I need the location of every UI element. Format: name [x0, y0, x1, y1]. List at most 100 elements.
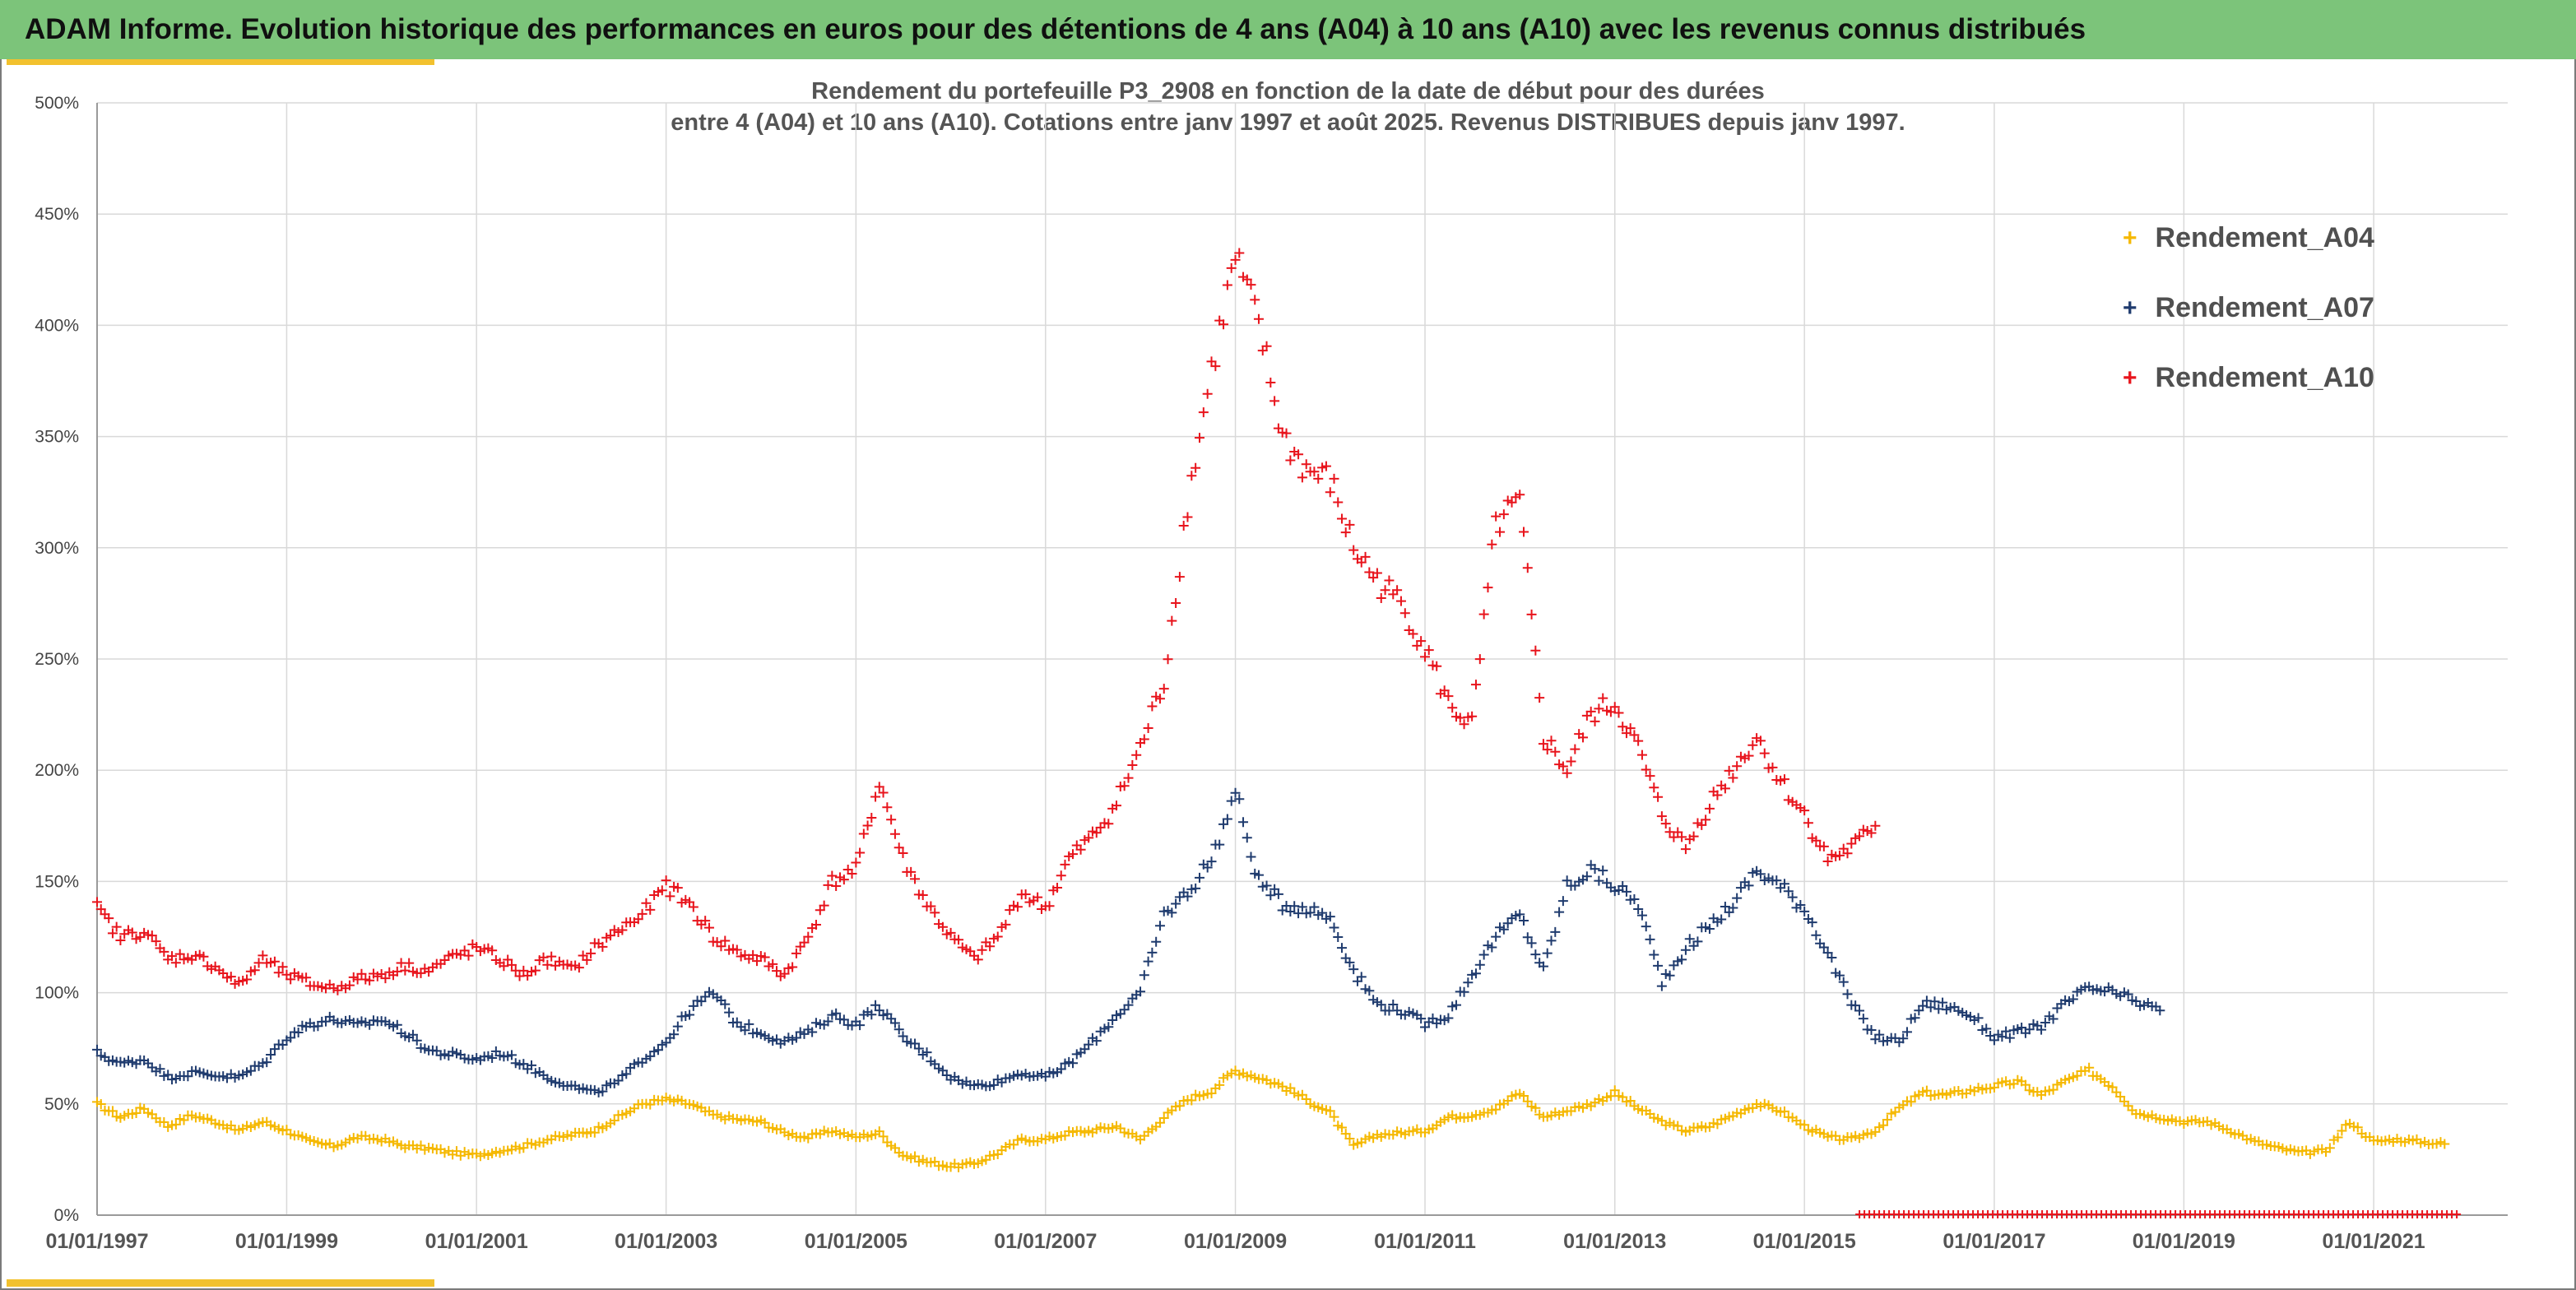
- data-point: [898, 1031, 908, 1042]
- data-point: [1557, 761, 1568, 772]
- data-point: [1495, 527, 1506, 537]
- data-point: [1771, 875, 1782, 886]
- data-point: [1692, 936, 1703, 947]
- data-point: [1344, 957, 1355, 968]
- data-point: [1191, 883, 1201, 893]
- data-point: [1218, 819, 1229, 829]
- data-point: [2001, 1026, 2012, 1037]
- data-point: [1182, 512, 1193, 522]
- data-point: [1084, 833, 1094, 843]
- data-point: [1818, 942, 1829, 953]
- data-point: [1336, 943, 1347, 954]
- data-point: [870, 791, 881, 802]
- data-point: [1641, 764, 1651, 775]
- data-point: [1060, 859, 1070, 870]
- data-point: [1234, 794, 1245, 805]
- data-point: [301, 972, 312, 983]
- data-point: [1333, 932, 1344, 942]
- data-point: [174, 949, 185, 959]
- data-point: [538, 952, 549, 963]
- x-tick-label: 01/01/2011: [1374, 1230, 1476, 1253]
- data-point: [1526, 938, 1537, 949]
- data-point: [597, 941, 608, 952]
- data-point: [1467, 711, 1478, 722]
- legend-label-a07: Rendement_A07: [2155, 292, 2374, 323]
- data-point: [1269, 396, 1280, 406]
- data-point: [400, 965, 411, 976]
- accent-bar-top: [7, 59, 434, 65]
- data-point: [527, 1060, 537, 1070]
- data-point: [1590, 716, 1600, 726]
- data-point: [992, 931, 1003, 942]
- data-point: [1807, 917, 1817, 928]
- data-point: [1443, 691, 1454, 702]
- data-point: [1854, 1005, 1864, 1016]
- data-point: [954, 935, 964, 945]
- data-point: [855, 1020, 866, 1031]
- data-point: [1336, 1122, 1347, 1133]
- data-point: [1478, 609, 1489, 619]
- data-point: [1854, 831, 1864, 842]
- data-point: [1459, 719, 1469, 730]
- data-point: [889, 1018, 900, 1028]
- data-point: [1265, 378, 1276, 388]
- data-point: [1202, 862, 1213, 873]
- data-point: [1618, 722, 1628, 732]
- data-point: [652, 1045, 663, 1056]
- data-point: [1439, 685, 1450, 696]
- data-point: [886, 814, 897, 825]
- x-tick-label: 01/01/2015: [1753, 1230, 1856, 1253]
- data-point: [1329, 922, 1339, 933]
- data-point: [1645, 771, 1655, 782]
- data-point: [1795, 900, 1806, 911]
- data-point: [1653, 791, 1664, 802]
- legend-item-a07: + Rendement_A07: [2123, 292, 2374, 324]
- data-point: [1938, 997, 1948, 1008]
- data-point: [589, 1127, 600, 1138]
- data-point: [1242, 833, 1252, 843]
- data-point: [1720, 783, 1730, 794]
- data-point: [1297, 472, 1307, 483]
- data-point: [1127, 759, 1138, 770]
- data-point: [597, 1086, 608, 1097]
- data-point: [463, 950, 474, 961]
- data-point: [1123, 1000, 1134, 1010]
- data-point: [703, 922, 714, 933]
- data-point: [586, 948, 596, 958]
- data-point: [985, 941, 996, 952]
- data-point: [1226, 796, 1237, 806]
- y-tick-label: 300%: [35, 539, 79, 558]
- data-point: [771, 966, 782, 977]
- data-point: [1878, 1120, 1889, 1130]
- series-0: [92, 1062, 2450, 1172]
- data-point: [1636, 910, 1647, 921]
- data-point: [1423, 645, 1434, 656]
- data-point: [1621, 728, 1631, 739]
- data-point: [344, 980, 355, 991]
- data-point: [1918, 1000, 1929, 1011]
- data-point: [910, 874, 921, 884]
- data-point: [503, 954, 513, 965]
- data-point: [249, 965, 260, 976]
- data-point: [1684, 934, 1695, 944]
- series-2: [92, 248, 1881, 995]
- data-point: [1408, 629, 1418, 639]
- data-point: [1191, 462, 1201, 473]
- data-point: [1325, 1106, 1335, 1116]
- data-point: [1866, 1025, 1877, 1036]
- data-point: [1474, 654, 1485, 665]
- data-point: [878, 787, 889, 798]
- data-point: [1261, 880, 1272, 891]
- y-tick-label: 350%: [35, 428, 79, 447]
- data-point: [1680, 844, 1691, 855]
- data-point: [518, 1059, 529, 1070]
- data-point: [1598, 865, 1608, 876]
- x-tick-label: 01/01/2017: [1942, 1230, 2045, 1253]
- data-point: [851, 857, 861, 868]
- y-tick-label: 150%: [35, 872, 79, 891]
- data-point: [791, 1032, 801, 1043]
- y-tick-label: 50%: [44, 1095, 79, 1114]
- data-point: [1538, 739, 1548, 749]
- data-point: [1167, 615, 1177, 626]
- data-point: [1613, 708, 1624, 718]
